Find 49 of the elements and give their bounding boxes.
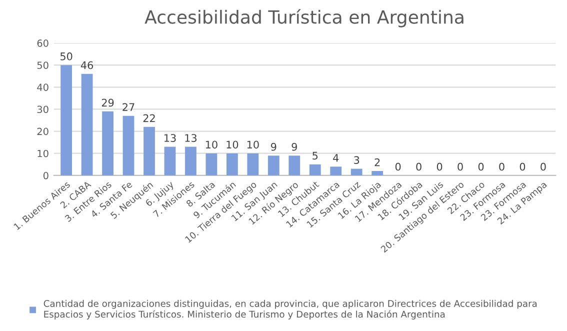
bar xyxy=(247,153,259,176)
bar xyxy=(144,126,155,176)
bar xyxy=(288,156,300,176)
data-label: 46 xyxy=(80,61,94,70)
bar xyxy=(330,166,342,176)
bar xyxy=(81,74,93,176)
bar xyxy=(350,168,362,176)
bar xyxy=(60,65,72,176)
data-label: 0 xyxy=(416,162,422,171)
legend-label: Cantidad de organizaciones distinguidas, en cada provincia, que aplicaron Directrices de Accesibilidad para Espacios y Servicios Turísticos. Ministerio de Turismo y Deportes de la Nación Argentina xyxy=(44,300,537,320)
data-label: 13 xyxy=(185,134,197,142)
data-label: 27 xyxy=(122,103,134,111)
data-label: 0 xyxy=(395,162,401,171)
bar xyxy=(206,153,218,176)
data-label: 2 xyxy=(374,158,380,166)
bar xyxy=(164,146,176,176)
bar xyxy=(122,116,134,176)
data-label: 10 xyxy=(247,140,259,149)
data-label: 13 xyxy=(164,134,176,142)
data-label: 3 xyxy=(354,156,360,164)
bar xyxy=(268,156,280,176)
bar xyxy=(372,171,384,176)
bar xyxy=(102,111,114,176)
y-tick-label: 0 xyxy=(43,172,48,180)
data-label: 0 xyxy=(458,162,463,171)
y-tick-label: 60 xyxy=(37,40,48,47)
y-tick-label: 40 xyxy=(37,84,48,91)
data-label: 0 xyxy=(478,162,484,171)
data-label: 0 xyxy=(520,162,526,171)
data-label: 50 xyxy=(60,52,72,60)
data-label: 9 xyxy=(271,142,276,151)
data-label: 29 xyxy=(102,98,114,107)
bar xyxy=(185,146,196,176)
data-label: 5 xyxy=(312,152,318,160)
bar xyxy=(309,164,321,176)
y-tick-label: 10 xyxy=(38,150,48,158)
data-label: 10 xyxy=(226,140,238,149)
y-tick-label: 20 xyxy=(37,128,48,136)
data-label: 9 xyxy=(292,142,297,151)
data-label: 22 xyxy=(143,114,155,122)
data-label: 0 xyxy=(540,162,546,171)
y-tick-label: 30 xyxy=(37,106,48,114)
data-label: 4 xyxy=(333,154,339,162)
data-label: 0 xyxy=(499,162,504,171)
y-tick-label: 50 xyxy=(37,62,48,69)
bar xyxy=(226,153,238,176)
data-label: 0 xyxy=(436,162,442,171)
chart-title: Accesibilidad Turística en Argentina xyxy=(144,9,464,28)
data-label: 10 xyxy=(206,140,218,149)
